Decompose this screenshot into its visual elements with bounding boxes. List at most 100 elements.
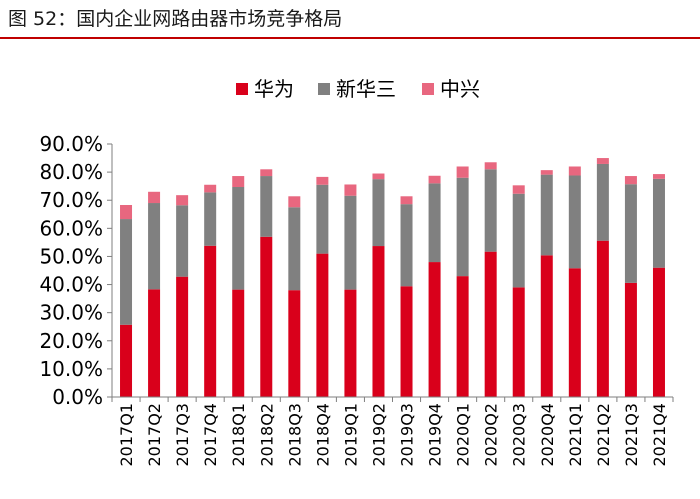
bar-2021Q2-series-1 — [596, 240, 609, 397]
x-tick-label: 2020Q4 — [538, 403, 557, 467]
bar-2019Q1-series-1 — [344, 289, 357, 397]
bar-2019Q2-series-3 — [372, 173, 385, 180]
bar-2021Q4-series-1 — [652, 267, 665, 397]
bar-2021Q3-series-2 — [624, 184, 637, 283]
bar-2021Q2-series-2 — [596, 163, 609, 241]
bar-2021Q3-series-1 — [624, 282, 637, 397]
y-tick-label: 10.0% — [39, 357, 103, 381]
legend-label-2: 新华三 — [336, 77, 396, 101]
legend-label-1: 华为 — [254, 77, 294, 101]
bar-2020Q3-series-3 — [512, 185, 525, 194]
y-tick-label: 20.0% — [39, 329, 103, 353]
bar-2019Q3-series-2 — [400, 204, 413, 287]
legend-swatch-3 — [422, 83, 434, 95]
figure-title: 图 52：国内企业网路由器市场竞争格局 — [8, 8, 343, 30]
x-tick-label: 2017Q2 — [145, 403, 164, 467]
bar-2021Q3-series-3 — [624, 176, 637, 185]
bar-2021Q1-series-3 — [568, 166, 581, 176]
bar-2018Q1-series-3 — [232, 176, 245, 188]
bar-2019Q2-series-1 — [372, 246, 385, 397]
bar-2017Q2-series-1 — [148, 289, 161, 397]
x-tick-label: 2020Q3 — [510, 403, 529, 467]
bar-2019Q2-series-2 — [372, 179, 385, 247]
bar-2019Q4-series-1 — [428, 262, 441, 397]
y-tick-label: 80.0% — [39, 160, 103, 184]
legend-swatch-1 — [236, 83, 248, 95]
x-tick-label: 2019Q4 — [426, 403, 445, 467]
title-rule — [0, 37, 700, 39]
bar-2019Q3-series-1 — [400, 286, 413, 397]
x-tick-label: 2019Q1 — [341, 403, 360, 467]
bar-2017Q4-series-2 — [204, 192, 217, 246]
bar-2021Q4-series-2 — [652, 178, 665, 268]
bar-2018Q3-series-3 — [288, 196, 301, 208]
bar-2020Q2-series-3 — [484, 162, 497, 170]
x-tick-label: 2021Q3 — [622, 403, 641, 467]
x-tick-label: 2020Q1 — [454, 403, 473, 467]
bar-2021Q4-series-3 — [652, 174, 665, 179]
x-tick-label: 2018Q4 — [313, 403, 332, 467]
x-tick-label: 2021Q2 — [594, 403, 613, 467]
bar-2021Q2-series-3 — [596, 158, 609, 164]
bar-2020Q4-series-1 — [540, 255, 553, 397]
y-tick-label: 70.0% — [39, 188, 103, 212]
y-tick-label: 40.0% — [39, 273, 103, 297]
bar-2020Q2-series-2 — [484, 169, 497, 252]
bar-2020Q3-series-1 — [512, 287, 525, 397]
bar-2017Q4-series-1 — [204, 245, 217, 397]
bar-2018Q2-series-2 — [260, 176, 273, 237]
x-tick-label: 2018Q2 — [257, 403, 276, 467]
bar-2020Q4-series-3 — [540, 170, 553, 175]
bar-2018Q1-series-1 — [232, 289, 245, 397]
bar-2018Q2-series-3 — [260, 169, 273, 177]
y-tick-label: 30.0% — [39, 301, 103, 325]
bar-2017Q1-series-2 — [120, 219, 133, 325]
bar-2017Q3-series-2 — [176, 205, 189, 277]
y-tick-label: 0.0% — [52, 385, 103, 409]
y-tick-label: 50.0% — [39, 244, 103, 268]
bar-2018Q4-series-3 — [316, 176, 329, 185]
x-tick-label: 2018Q1 — [229, 403, 248, 467]
bar-2017Q2-series-3 — [148, 191, 161, 204]
x-tick-label: 2021Q1 — [566, 403, 585, 467]
legend-label-3: 中兴 — [440, 77, 480, 101]
bar-2020Q1-series-3 — [456, 166, 469, 178]
x-tick-label: 2017Q4 — [201, 403, 220, 467]
bar-2020Q2-series-1 — [484, 251, 497, 397]
bar-2017Q4-series-3 — [204, 184, 217, 193]
y-tick-label: 90.0% — [39, 132, 103, 156]
x-tick-label: 2017Q1 — [117, 403, 136, 467]
bar-2021Q1-series-2 — [568, 175, 581, 269]
bar-2018Q4-series-1 — [316, 253, 329, 397]
y-axis: 0.0% 10.0% 20.0% 30.0% 40.0% 50.0% 60.0% 70.0% 8… — [39, 132, 113, 409]
bars — [120, 158, 665, 397]
x-tick-label: 2020Q2 — [482, 403, 501, 467]
x-axis: 2017Q1 2017Q2 2017Q3 2017Q4 2018Q1 2018Q2 2018… — [111, 396, 674, 467]
y-tick-label: 60.0% — [39, 216, 103, 240]
bar-2017Q2-series-2 — [148, 203, 161, 290]
bar-2018Q3-series-2 — [288, 207, 301, 291]
bar-2017Q1-series-3 — [120, 205, 133, 220]
bar-2017Q1-series-1 — [120, 324, 133, 397]
bar-2018Q1-series-2 — [232, 187, 245, 290]
bar-2020Q4-series-2 — [540, 174, 553, 256]
bar-2021Q1-series-1 — [568, 268, 581, 397]
bar-2017Q3-series-1 — [176, 276, 189, 397]
bar-2020Q1-series-1 — [456, 276, 469, 397]
bar-2019Q3-series-3 — [400, 196, 413, 205]
bar-2020Q1-series-2 — [456, 177, 469, 277]
bar-2019Q4-series-3 — [428, 175, 441, 184]
x-tick-label: 2017Q3 — [173, 403, 192, 467]
bar-2018Q3-series-1 — [288, 290, 301, 397]
x-tick-label: 2018Q3 — [285, 403, 304, 467]
legend-swatch-2 — [318, 83, 330, 95]
bar-2019Q1-series-3 — [344, 184, 357, 196]
bar-2020Q3-series-2 — [512, 193, 525, 288]
bar-2017Q3-series-3 — [176, 195, 189, 206]
x-tick-label: 2019Q3 — [398, 403, 417, 467]
bar-2018Q4-series-2 — [316, 184, 329, 254]
bar-2018Q2-series-1 — [260, 236, 273, 397]
legend: 华为 新华三 中兴 — [236, 77, 480, 101]
bar-2019Q4-series-2 — [428, 183, 441, 263]
